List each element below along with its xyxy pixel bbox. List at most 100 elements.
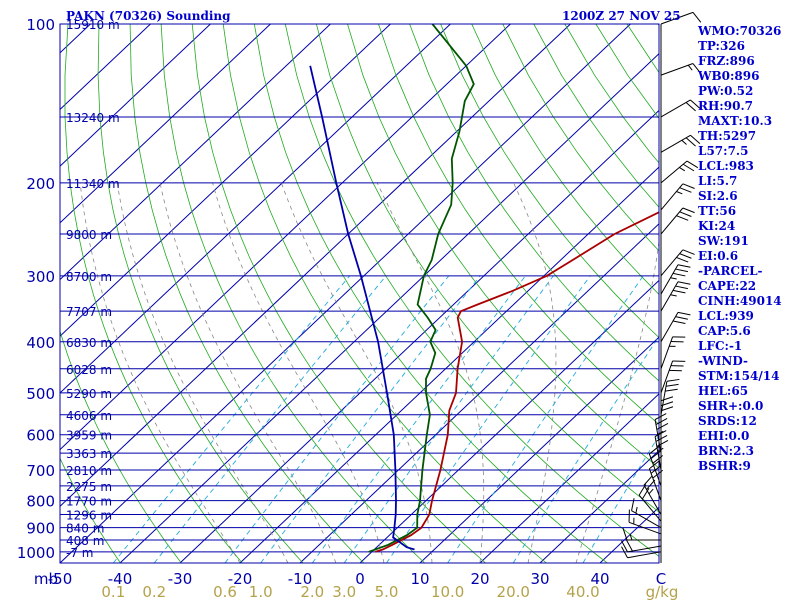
mixing-ratio-label: 10.0 (431, 583, 464, 600)
mixing-ratio-label: 3.0 (332, 583, 356, 600)
index-entry: CAPE:22 (698, 279, 757, 293)
temperature-unit-label: C (656, 570, 666, 588)
height-label: 1770 m (66, 495, 112, 509)
temperature-label: -10 (288, 570, 313, 588)
moist-adiabat-line (513, 182, 557, 563)
sounding-time: 1200Z 27 NOV 25 (562, 9, 681, 23)
temperature-label: 30 (530, 570, 549, 588)
mixing-ratio-label: 20.0 (497, 583, 530, 600)
index-entry: LI:5.7 (698, 174, 738, 188)
isotherm-line (479, 393, 659, 563)
moist-adiabat-line (79, 182, 241, 563)
mixing-ratio-label: 0.2 (142, 583, 166, 600)
wind-barb (660, 249, 695, 277)
mixing-ratio-line (343, 275, 554, 563)
wind-barb (660, 134, 701, 153)
mixing-ratio-label: 2.0 (300, 583, 324, 600)
wind-barb (648, 460, 664, 501)
isotherm-line (419, 336, 659, 563)
wind-barbs (621, 11, 702, 563)
wind-barb (660, 183, 695, 211)
wind-barb (660, 378, 680, 415)
index-entry: RH:90.7 (698, 99, 753, 113)
wind-barb (654, 430, 669, 471)
index-entry: LFC:-1 (698, 339, 743, 353)
isotherm-line (0, 24, 30, 563)
dry-adiabat-line (502, 24, 659, 252)
wind-barb (628, 509, 662, 535)
index-entry: BSHR:9 (698, 459, 751, 473)
index-entry: MAXT:10.3 (698, 114, 773, 128)
pressure-label: 900 (26, 520, 55, 538)
dry-adiabat-line (222, 24, 547, 563)
wind-barb (660, 63, 702, 76)
moist-adiabat-line (212, 182, 385, 563)
index-entry: -WIND- (698, 354, 748, 368)
wind-barb (660, 11, 702, 25)
mixing-ratio-unit-label: g/kg (646, 583, 679, 600)
index-entry: PW:0.52 (698, 84, 754, 98)
temperature-label: 0 (355, 570, 365, 588)
dry-adiabat-line (440, 24, 659, 339)
index-entry: SW:191 (698, 234, 749, 248)
isotherm-line (359, 279, 659, 563)
pressure-unit-label: mb (34, 570, 58, 588)
isotherm-line (60, 24, 631, 563)
temperature-label: 10 (410, 570, 429, 588)
mixing-ratio-line (112, 275, 351, 563)
height-label: 8700 m (66, 270, 112, 284)
dry-adiabat-line (378, 24, 659, 425)
isotherm-line (60, 24, 211, 167)
height-label: 3363 m (66, 447, 112, 461)
parcel-profile-line (309, 65, 415, 551)
mixing-ratio-line (582, 434, 659, 563)
mixing-ratio-line (260, 275, 481, 563)
height-label: 6028 m (66, 363, 112, 377)
grid-lines (0, 24, 659, 563)
wind-barb (660, 99, 701, 118)
height-label: -7 m (66, 546, 93, 560)
pressure-label: 700 (26, 462, 55, 480)
height-label: 4606 m (66, 409, 112, 423)
height-label: 408 m (66, 534, 104, 548)
height-label: 9800 m (66, 228, 112, 242)
mixing-ratio-line (386, 275, 591, 563)
dry-adiabat-line (64, 24, 243, 563)
pressure-label: 600 (26, 427, 55, 445)
moist-adiabat-line (376, 182, 485, 563)
moist-adiabat-line (116, 182, 289, 563)
height-label: 2810 m (66, 464, 112, 478)
index-entry: SHR+:0.0 (698, 399, 764, 413)
wind-barb (660, 336, 686, 369)
pressure-label: 300 (26, 268, 55, 286)
wind-barb (660, 281, 691, 312)
dry-adiabat-line (253, 24, 608, 563)
mixing-ratio-line (153, 275, 387, 563)
index-entry: LCL:939 (698, 309, 754, 323)
temperature-label: -20 (228, 570, 253, 588)
index-entry: FRZ:896 (698, 54, 755, 68)
height-label: 13240 m (66, 111, 120, 125)
dry-adiabat-line (129, 24, 365, 563)
index-entry: CAP:5.6 (698, 324, 751, 338)
pressure-label: 400 (26, 334, 55, 352)
isotherm-line (60, 24, 451, 394)
wind-barb (643, 475, 662, 515)
pressure-label: 200 (26, 175, 55, 193)
isotherm-line (239, 166, 659, 563)
mixing-ratio-line (224, 275, 450, 563)
height-label: 7707 m (66, 305, 112, 319)
isotherm-line (179, 109, 659, 563)
moist-adiabat-line (159, 182, 337, 563)
mixing-ratio-line (447, 275, 644, 563)
height-label: 6830 m (66, 336, 112, 350)
dry-adiabat-line (60, 329, 182, 563)
mixing-ratio-line (311, 275, 526, 563)
mixing-ratio-label: 0.6 (213, 583, 237, 600)
index-entry: WMO:70326 (698, 24, 782, 38)
dewpoint-profile-line (368, 24, 475, 553)
mixing-ratio-label: 40.0 (566, 583, 599, 600)
index-entry: TP:326 (698, 39, 746, 53)
temperature-profile-line (375, 211, 659, 553)
isotherm-line (60, 24, 391, 337)
